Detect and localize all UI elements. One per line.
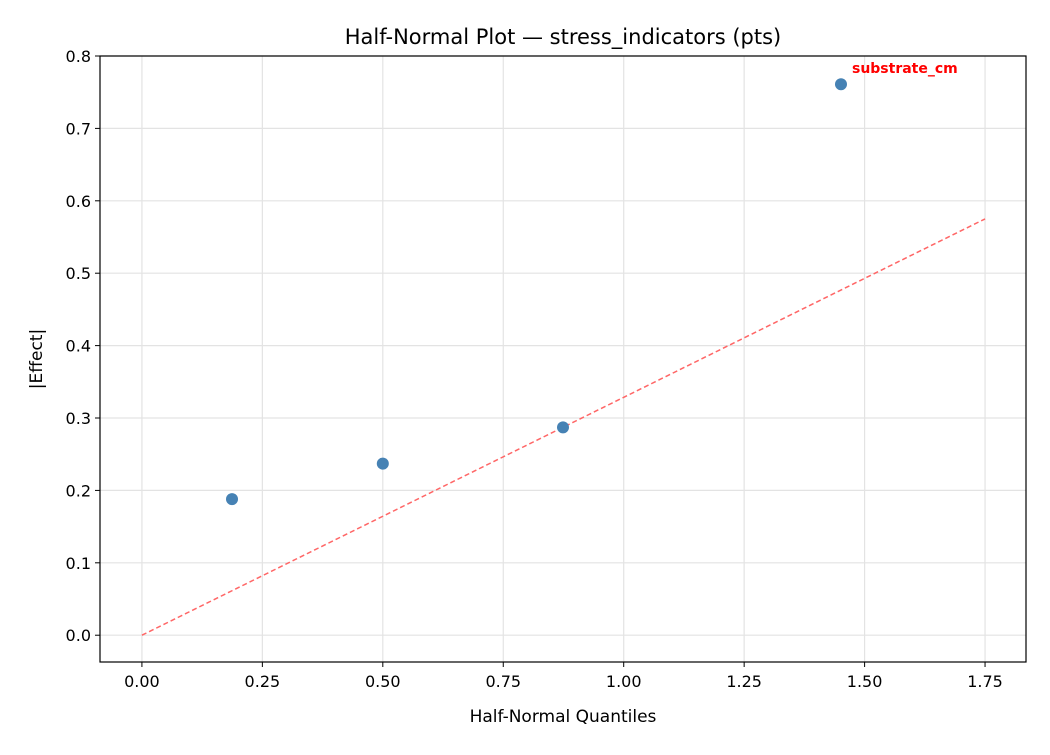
y-tick-label: 0.3	[66, 409, 91, 428]
data-point	[834, 78, 847, 91]
y-axis-label: |Effect|	[27, 329, 47, 389]
x-tick-label: 0.00	[124, 672, 160, 691]
x-tick-label: 1.25	[726, 672, 762, 691]
y-tick-label: 0.5	[66, 264, 91, 283]
y-tick-label: 0.7	[66, 119, 91, 138]
y-tick-label: 0.1	[66, 554, 91, 573]
y-tick-label: 0.8	[66, 47, 91, 66]
data-point	[226, 493, 239, 506]
x-tick-label: 0.50	[365, 672, 401, 691]
y-tick-label: 0.4	[66, 337, 91, 356]
point-label: substrate_cm	[852, 61, 958, 77]
reference-line	[141, 218, 986, 636]
x-tick-label: 1.50	[847, 672, 883, 691]
y-tick-label: 0.2	[66, 481, 91, 500]
x-tick-label: 0.25	[245, 672, 281, 691]
x-tick-label: 0.75	[485, 672, 521, 691]
x-axis-label: Half-Normal Quantiles	[470, 707, 657, 727]
chart-title: Half-Normal Plot — stress_indicators (pt…	[345, 25, 782, 50]
data-point	[376, 457, 389, 470]
y-tick-label: 0.0	[66, 626, 91, 645]
data-point	[557, 421, 569, 434]
plot-frame	[99, 55, 1027, 663]
x-tick-label: 1.75	[967, 672, 1003, 691]
y-tick-label: 0.6	[66, 192, 91, 211]
x-tick-label: 1.00	[606, 672, 642, 691]
